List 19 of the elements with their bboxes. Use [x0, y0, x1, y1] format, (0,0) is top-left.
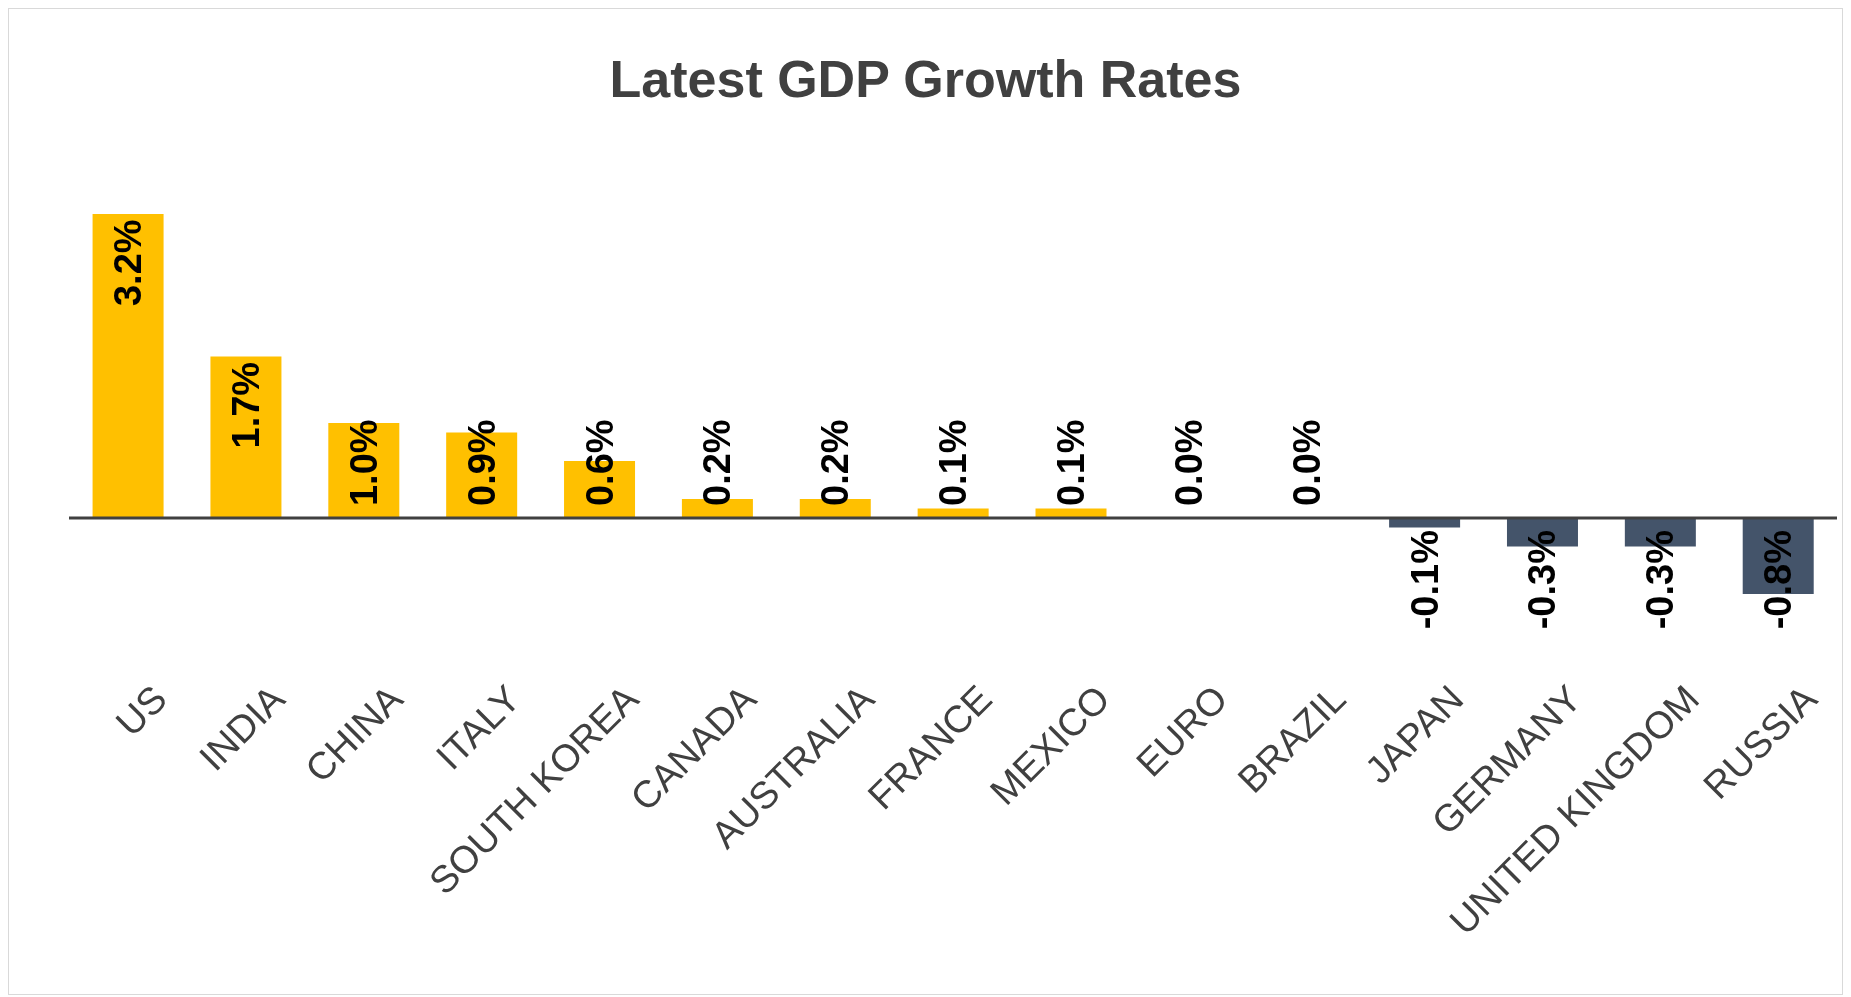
- data-label: 0.6%: [578, 419, 621, 506]
- data-label: 3.2%: [107, 219, 150, 306]
- x-tick-label: US: [107, 677, 175, 745]
- bar: [210, 356, 282, 518]
- data-label: -0.3%: [1521, 530, 1564, 630]
- data-label: 0.2%: [696, 419, 739, 506]
- data-label: 0.1%: [1050, 419, 1093, 506]
- data-label: 0.0%: [1167, 419, 1210, 506]
- data-label: -0.8%: [1757, 530, 1800, 630]
- data-label: 0.1%: [932, 419, 975, 506]
- data-label: 1.7%: [224, 361, 267, 449]
- data-label: -0.3%: [1639, 530, 1682, 630]
- bar: [92, 214, 164, 518]
- data-label: -0.1%: [1403, 530, 1446, 630]
- chart-title: Latest GDP Growth Rates: [608, 49, 1243, 109]
- data-label: 0.9%: [460, 419, 503, 506]
- data-label: 1.0%: [342, 419, 385, 506]
- data-label: 0.0%: [1285, 419, 1328, 506]
- data-label: 0.2%: [814, 419, 857, 506]
